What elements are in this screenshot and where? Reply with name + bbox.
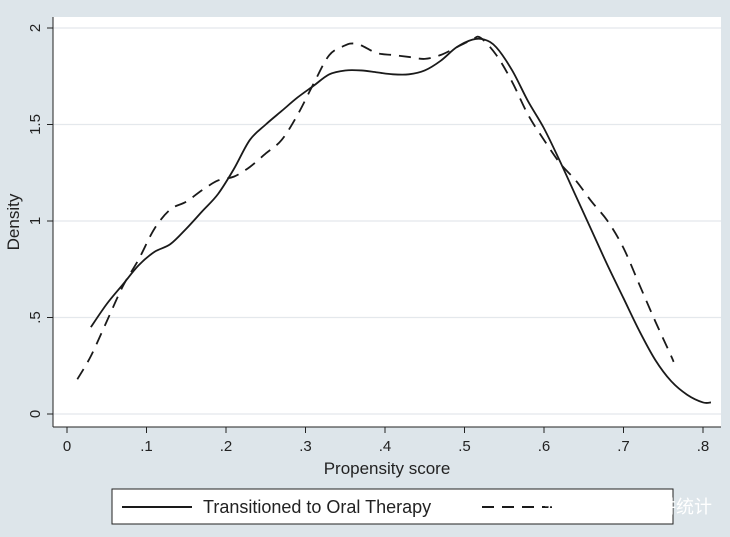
y-tick-label-4: 2 [27,24,44,32]
x-tick-label-1: .1 [140,438,153,455]
legend-box [111,488,674,525]
y-axis-title: Density [4,193,23,250]
x-tick-label-0: 0 [63,438,71,455]
x-tick-label-3: .3 [299,438,312,455]
plot-area [53,17,721,427]
y-tick-label-3: 1.5 [27,114,44,135]
y-tick-label-2: 1 [27,217,44,225]
series-lines [76,35,712,404]
legend: Transitioned to Oral Therapy [111,488,674,525]
x-tick-label-8: .8 [697,438,710,455]
watermark-text: 知乎 @郑老师讲统计 [544,497,712,518]
grid-lines [53,27,721,415]
x-tick-label-2: .2 [220,438,233,455]
x-axis-ticks: 0 .1 .2 .3 .4 .5 .6 .7 .8 [63,427,709,455]
x-axis-title: Propensity score [324,459,451,478]
x-tick-label-5: .5 [458,438,471,455]
x-tick-label-6: .6 [538,438,551,455]
x-tick-label-4: .4 [379,438,392,455]
series-line-solid [90,37,712,404]
y-tick-label-1: .5 [27,311,44,324]
series-line-dashed [76,35,675,380]
legend-label-solid: Transitioned to Oral Therapy [203,497,431,517]
y-axis-ticks: 0 .5 1 1.5 2 [27,24,53,418]
y-tick-label-0: 0 [27,410,44,418]
x-tick-label-7: .7 [617,438,630,455]
